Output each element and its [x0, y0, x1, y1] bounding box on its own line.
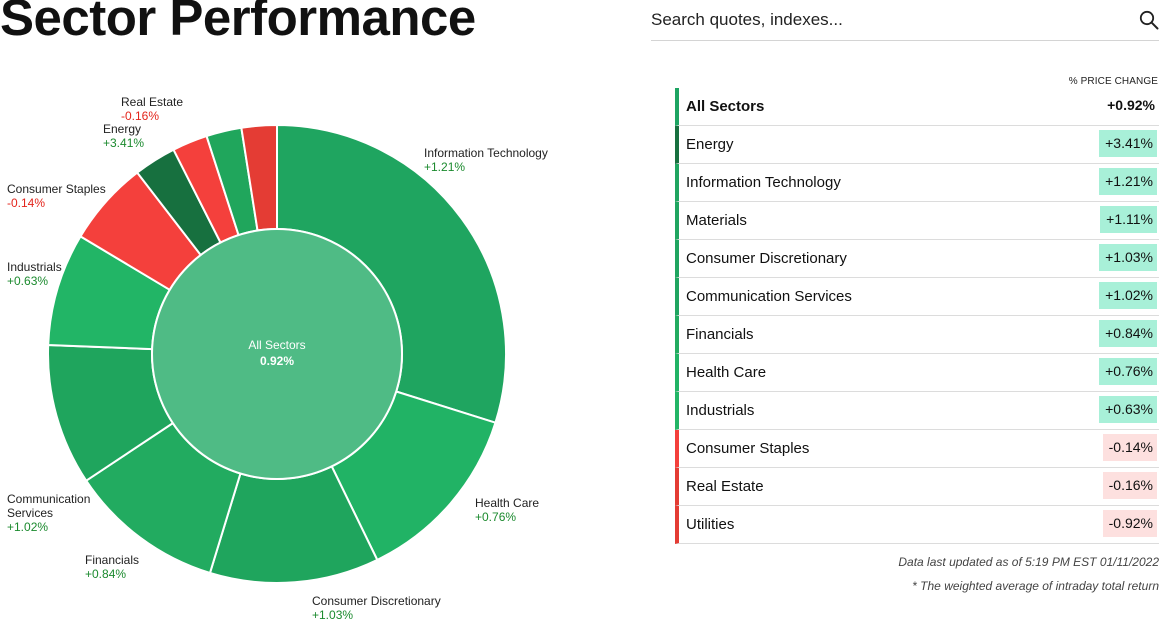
search-input[interactable]	[651, 9, 1121, 31]
last-updated-note: Data last updated as of 5:19 PM EST 01/1…	[898, 555, 1159, 569]
sector-change: +0.92%	[1107, 97, 1155, 113]
table-row[interactable]: Consumer Discretionary +1.03%	[675, 240, 1159, 278]
sector-table: All Sectors +0.92% Energy +3.41% Informati…	[675, 88, 1159, 544]
price-change-column-header: % PRICE CHANGE	[1068, 76, 1158, 87]
table-row[interactable]: Real Estate -0.16%	[675, 468, 1159, 506]
segment-label-name: Services	[7, 506, 53, 520]
table-row[interactable]: Health Care +0.76%	[675, 354, 1159, 392]
center-value: 0.92%	[260, 354, 294, 368]
table-row[interactable]: Utilities -0.92%	[675, 506, 1159, 544]
segment-label-change: -0.14%	[7, 196, 45, 210]
table-row-all-sectors[interactable]: All Sectors +0.92%	[675, 88, 1159, 126]
segment-label-name: Real Estate	[121, 95, 183, 109]
segment-label-change: +0.84%	[85, 567, 126, 581]
segment-label-name: Information Technology	[424, 146, 548, 160]
sector-change-badge: +0.63%	[1099, 396, 1157, 423]
sector-change-badge: +1.21%	[1099, 168, 1157, 195]
donut-center[interactable]	[151, 228, 403, 480]
sector-name: Industrials	[686, 402, 755, 419]
table-row[interactable]: Financials +0.84%	[675, 316, 1159, 354]
sector-change-badge: -0.16%	[1102, 472, 1157, 499]
table-row[interactable]: Industrials +0.63%	[675, 392, 1159, 430]
sector-name: Consumer Staples	[686, 440, 810, 457]
sector-change-badge: +0.84%	[1099, 320, 1157, 347]
sector-name: Communication Services	[686, 288, 852, 305]
table-row[interactable]: Consumer Staples -0.14%	[675, 430, 1159, 468]
sector-change-badge: +1.03%	[1099, 244, 1157, 271]
table-row[interactable]: Materials +1.11%	[675, 202, 1159, 240]
segment-label-name: Communication	[7, 492, 90, 506]
segment-label-change: +1.02%	[7, 520, 48, 534]
search-icon[interactable]	[1139, 10, 1159, 30]
page-title: Sector Performance	[0, 0, 476, 46]
segment-label-change: +3.41%	[103, 136, 144, 150]
center-title: All Sectors	[248, 338, 305, 352]
sector-change-badge: -0.92%	[1102, 510, 1157, 537]
sector-name: Financials	[686, 326, 754, 343]
sector-name: Consumer Discretionary	[686, 250, 847, 267]
segment-label-name: Industrials	[7, 260, 62, 274]
sector-name: All Sectors	[686, 98, 765, 115]
sector-name: Energy	[686, 136, 734, 153]
sector-change-badge: -0.14%	[1102, 434, 1157, 461]
sector-name: Materials	[686, 212, 747, 229]
segment-label-change: -0.16%	[121, 109, 159, 123]
segment-label-change: +0.76%	[475, 510, 516, 524]
weighted-average-note: * The weighted average of intraday total…	[912, 579, 1159, 593]
sector-name: Utilities	[686, 516, 735, 533]
sector-change-badge: +3.41%	[1099, 130, 1157, 157]
segment-label-name: Health Care	[475, 496, 539, 510]
donut-labels: Information Technology+1.21%Health Care+…	[7, 95, 548, 622]
table-row[interactable]: Energy +3.41%	[675, 126, 1159, 164]
segment-label-name: Financials	[85, 553, 139, 567]
segment-label-change: +0.63%	[7, 274, 48, 288]
segment-label-name: Consumer Staples	[7, 182, 106, 196]
search-bar[interactable]	[651, 0, 1159, 41]
sector-name: Information Technology	[686, 174, 841, 191]
segment-label-name: Consumer Discretionary	[312, 594, 441, 608]
sector-change-badge: +1.11%	[1100, 206, 1157, 233]
table-row[interactable]: Communication Services +1.02%	[675, 278, 1159, 316]
sector-name: Health Care	[686, 364, 767, 381]
sector-change-badge: +0.76%	[1099, 358, 1157, 385]
sector-change-badge: +1.02%	[1099, 282, 1157, 309]
segment-label-change: +1.21%	[424, 160, 465, 174]
sector-donut-chart: All Sectors 0.92% Information Technology…	[7, 95, 548, 622]
segment-label-change: +1.03%	[312, 608, 353, 622]
table-row[interactable]: Information Technology +1.21%	[675, 164, 1159, 202]
segment-label-name: Energy	[103, 122, 141, 136]
sector-name: Real Estate	[686, 478, 764, 495]
